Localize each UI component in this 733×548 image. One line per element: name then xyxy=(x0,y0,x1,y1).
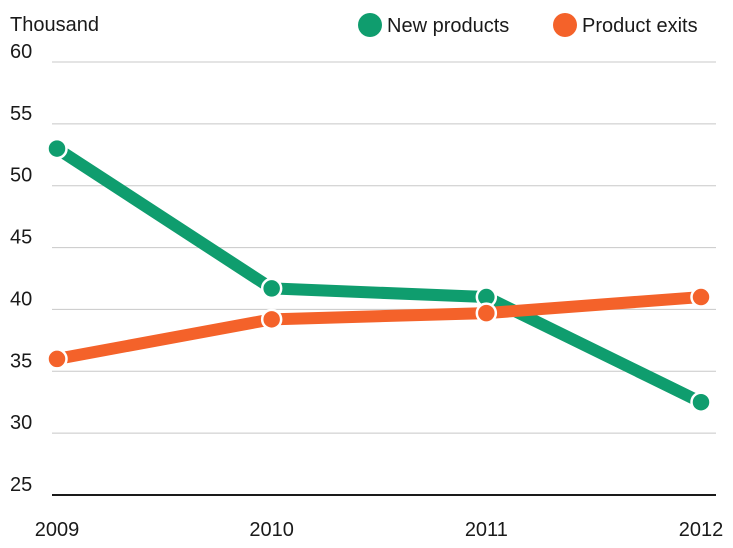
y-tick-label-55: 55 xyxy=(10,103,32,125)
data-points xyxy=(46,137,712,413)
legend: New products Product exits xyxy=(358,13,698,37)
y-tick-label-60: 60 xyxy=(10,41,32,63)
x-tick-label-2011: 2011 xyxy=(465,519,508,541)
y-tick-label-35: 35 xyxy=(10,350,32,372)
point-product-exits-2009 xyxy=(46,348,68,370)
point-product-exits-2011 xyxy=(475,302,498,324)
y-tick-label-40: 40 xyxy=(10,288,32,310)
y-unit-label: Thousand xyxy=(10,14,99,36)
y-tick-label-50: 50 xyxy=(10,165,32,187)
point-new-products-2010 xyxy=(260,277,283,300)
point-product-exits-2010 xyxy=(260,308,283,331)
y-tick-label-45: 45 xyxy=(10,227,32,249)
legend-label-product-exits: Product exits xyxy=(582,15,698,37)
x-tick-label-2012: 2012 xyxy=(679,519,724,541)
series-line-new-products xyxy=(51,142,707,409)
point-product-exits-2012 xyxy=(690,286,712,308)
series-line-product-exits xyxy=(51,291,707,365)
point-new-products-2012 xyxy=(690,391,712,413)
x-tick-label-2009: 2009 xyxy=(35,519,80,541)
y-tick-label-30: 30 xyxy=(10,412,32,434)
gridlines xyxy=(52,61,716,434)
legend-marker-new-products xyxy=(358,13,382,37)
series-lines xyxy=(51,142,707,409)
point-new-products-2009 xyxy=(46,137,68,160)
legend-label-new-products: New products xyxy=(387,15,509,37)
legend-marker-product-exits xyxy=(553,13,577,37)
axes: 25 30 35 40 45 50 55 60 2009 2010 2011 2012 xyxy=(10,41,723,541)
x-tick-label-2010: 2010 xyxy=(249,519,294,541)
y-tick-label-25: 25 xyxy=(10,474,32,496)
